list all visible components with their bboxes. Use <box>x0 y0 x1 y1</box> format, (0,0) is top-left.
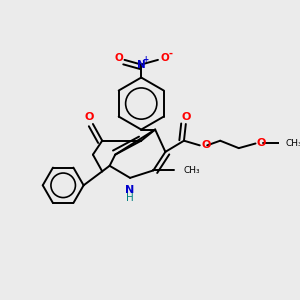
Text: -: - <box>169 48 173 59</box>
Text: O: O <box>85 112 94 122</box>
Text: O: O <box>160 53 169 63</box>
Text: O: O <box>256 138 266 148</box>
Text: H: H <box>126 193 134 203</box>
Text: N: N <box>137 59 146 70</box>
Text: O: O <box>115 53 123 63</box>
Text: +: + <box>143 56 149 64</box>
Text: CH₃: CH₃ <box>285 139 300 148</box>
Text: O: O <box>181 112 190 122</box>
Text: O: O <box>202 140 211 150</box>
Text: CH₃: CH₃ <box>183 166 200 175</box>
Text: N: N <box>125 185 135 195</box>
